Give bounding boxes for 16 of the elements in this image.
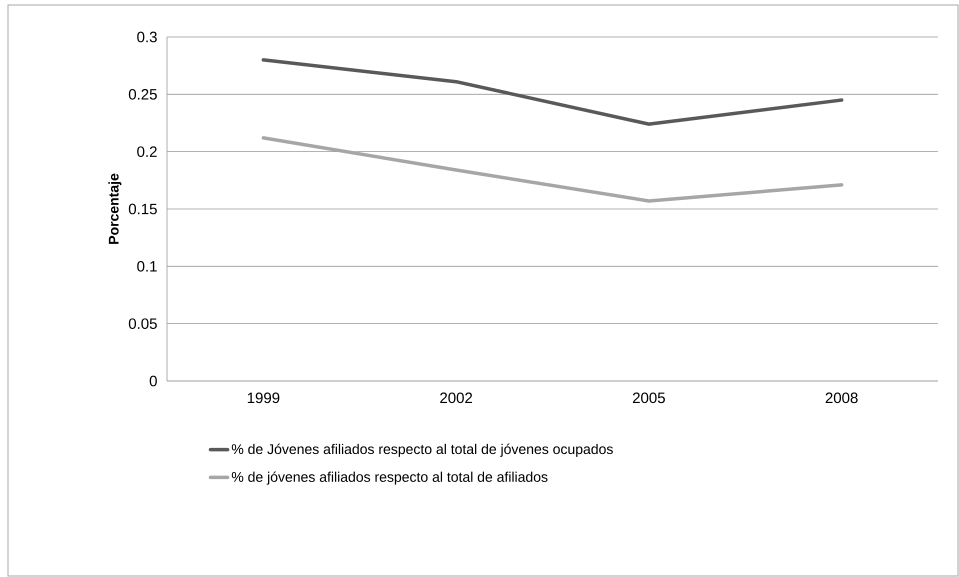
y-axis-title: Porcentaje [108, 174, 122, 244]
y-tick-label: 0 [150, 376, 157, 386]
y-tick-label: 0.3 [137, 32, 157, 42]
line-series [262, 136, 844, 203]
y-tick-label: 0.25 [128, 89, 157, 100]
x-tick-label: 1999 [248, 392, 280, 404]
x-tick-label: 2002 [440, 392, 472, 404]
legend-label: % de jóvenes afiliados respecto al total de afiliados [232, 471, 548, 485]
x-tick-label: 2005 [632, 392, 665, 404]
y-tick-label: 0.1 [137, 261, 157, 272]
legend-label: % de Jóvenes afiliados respecto al total de jóvenes ocupados [232, 444, 613, 457]
y-tick-label: 0.05 [128, 318, 157, 329]
y-tick-label: 0.2 [137, 146, 157, 157]
line-series [262, 58, 844, 126]
y-tick-label: 0.15 [128, 204, 157, 214]
x-tick-label: 2008 [826, 392, 858, 404]
